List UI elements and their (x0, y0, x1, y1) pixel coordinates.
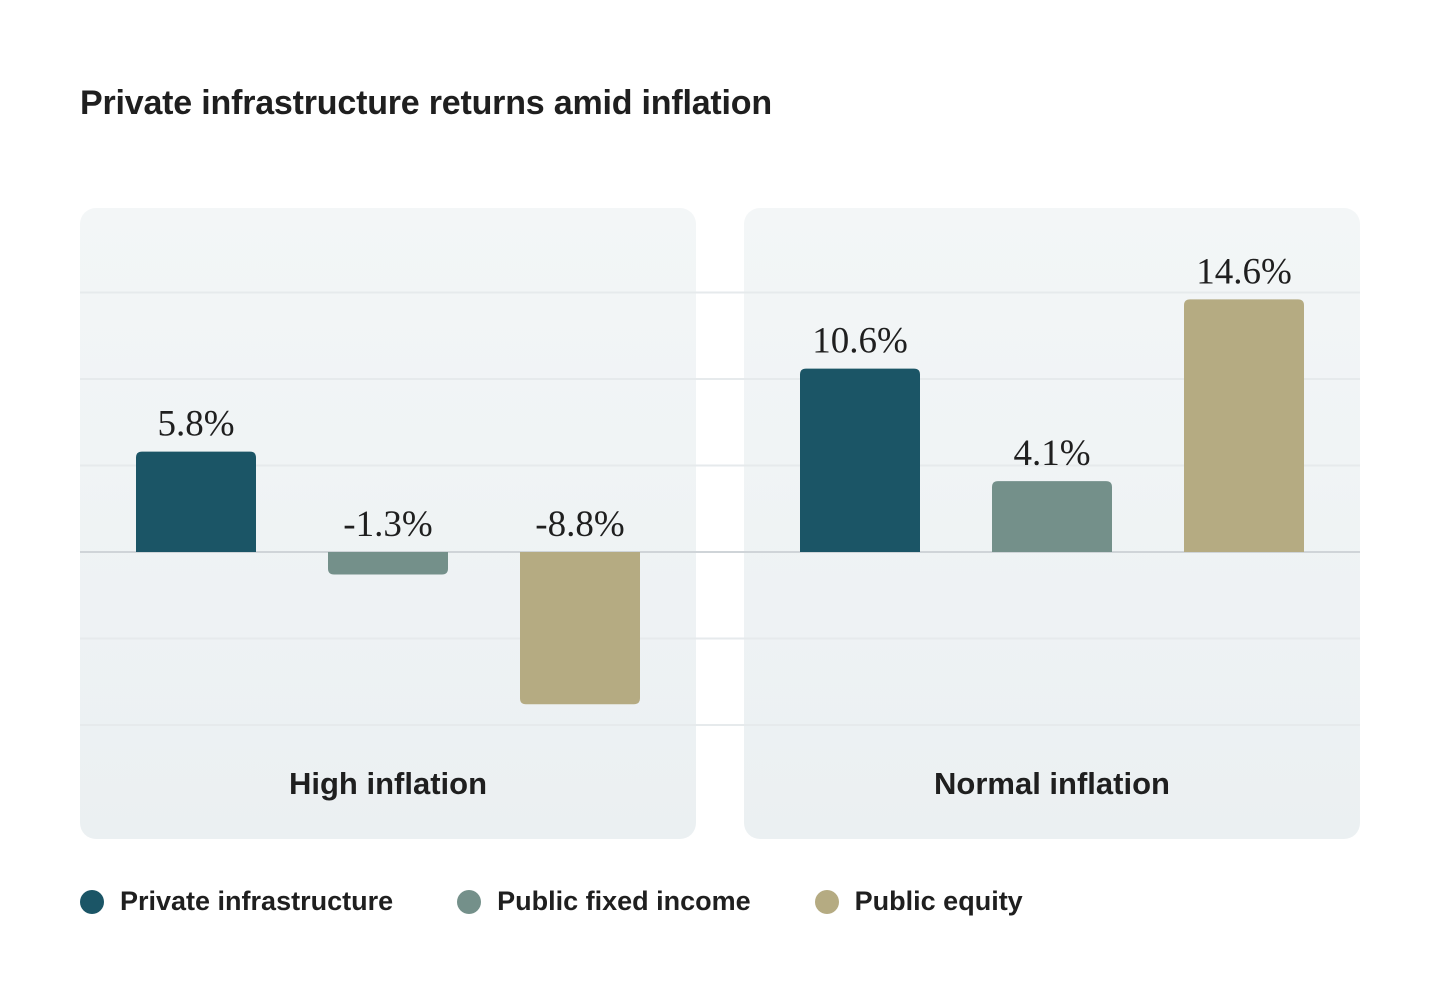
legend-label: Public equity (854, 886, 1023, 916)
data-label: 5.8% (157, 404, 234, 445)
legend-item: Public fixed income (457, 886, 751, 917)
legend-swatch-icon (814, 889, 839, 914)
bar-public-fixed-income (328, 552, 448, 575)
category-label: High inflation (289, 766, 487, 801)
legend-item: Private infrastructure (80, 886, 393, 917)
bar-private-infrastructure (800, 368, 920, 552)
legend-label: Public fixed income (497, 886, 751, 916)
data-label: 4.1% (1013, 433, 1090, 474)
data-label: 10.6% (812, 321, 908, 362)
legend-label: Private infrastructure (120, 886, 394, 916)
bar-private-infrastructure (136, 451, 256, 552)
chart-title: Private infrastructure returns amid infl… (80, 84, 772, 122)
category-label: Normal inflation (934, 766, 1170, 801)
bar-public-fixed-income (992, 481, 1112, 552)
legend-swatch-icon (457, 889, 482, 914)
data-label: 14.6% (1196, 251, 1292, 292)
data-label: -1.3% (343, 504, 432, 545)
bar-public-equity (520, 552, 640, 705)
legend-swatch-icon (80, 889, 104, 914)
data-label: -8.8% (535, 504, 624, 545)
bar-public-equity (1184, 299, 1304, 552)
legend-item: Public equity (814, 886, 1023, 917)
legend: Private infrastructure Public fixed incom… (80, 886, 1087, 917)
